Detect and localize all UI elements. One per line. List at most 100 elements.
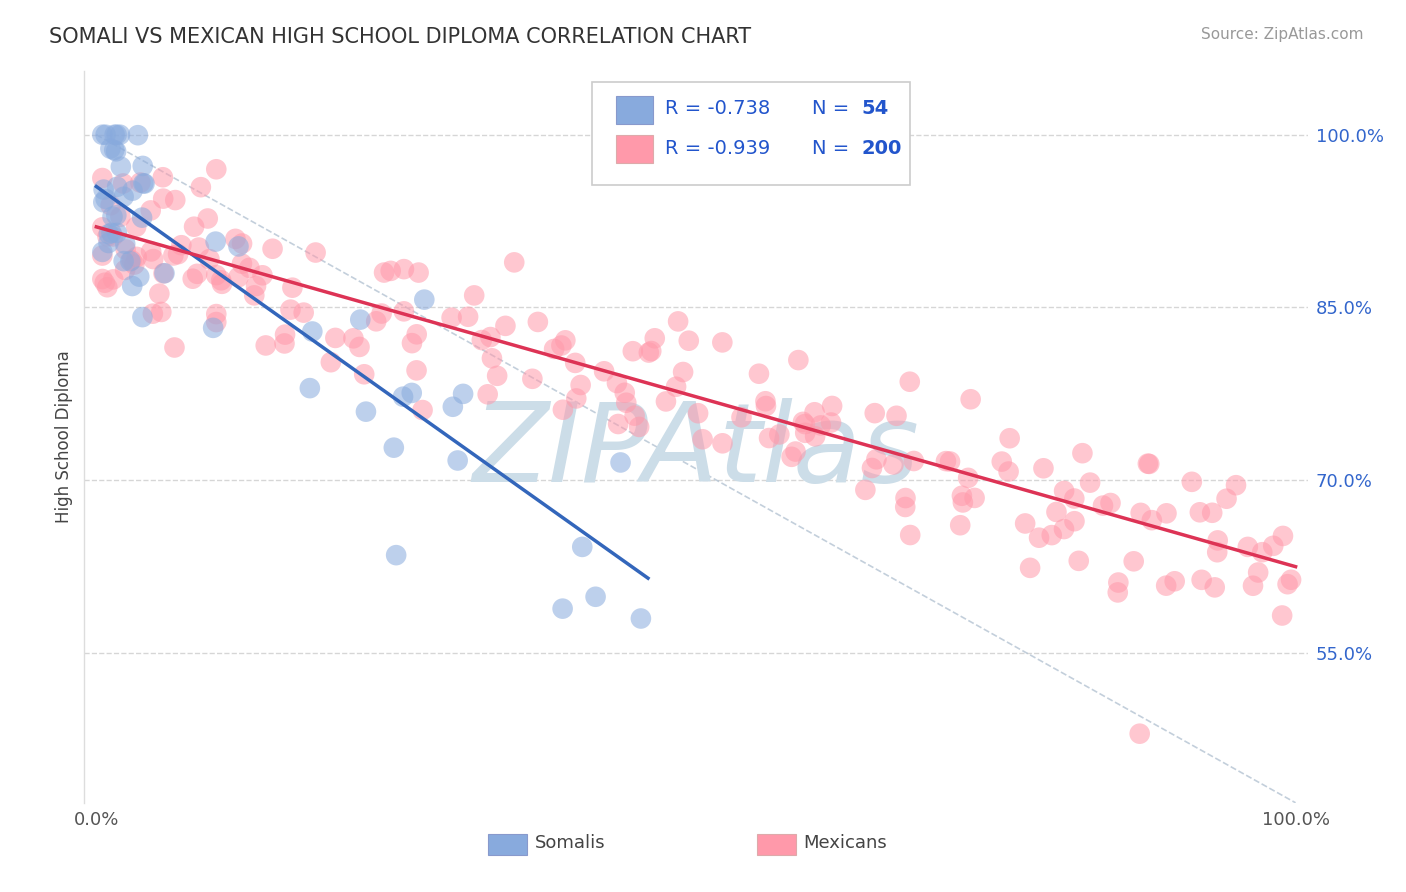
Mexicans [1154, 579, 1177, 593]
Mexicans [1091, 499, 1114, 513]
Somalis [153, 266, 176, 280]
Mexicans [304, 245, 326, 260]
Mexicans [810, 418, 832, 433]
Mexicans [754, 394, 776, 409]
Mexicans [228, 270, 250, 285]
Somalis [571, 540, 593, 554]
Mexicans [114, 243, 136, 257]
Somalis [94, 192, 117, 206]
Mexicans [894, 491, 917, 505]
Mexicans [124, 258, 146, 272]
FancyBboxPatch shape [592, 82, 910, 185]
Somalis [354, 404, 377, 418]
Somalis [609, 455, 631, 469]
Mexicans [1225, 478, 1247, 492]
Mexicans [91, 249, 114, 263]
Mexicans [1251, 545, 1274, 559]
Somalis [105, 145, 128, 159]
Mexicans [780, 450, 803, 464]
Somalis [121, 184, 143, 198]
Mexicans [898, 528, 921, 542]
Mexicans [114, 263, 136, 277]
Somalis [202, 321, 225, 335]
Mexicans [405, 327, 427, 342]
Mexicans [1163, 574, 1185, 589]
Mexicans [990, 454, 1012, 468]
Mexicans [1099, 496, 1122, 510]
Mexicans [860, 461, 883, 475]
Mexicans [1271, 529, 1294, 543]
Mexicans [170, 238, 193, 252]
Mexicans [550, 338, 572, 352]
Mexicans [1215, 491, 1237, 506]
Mexicans [1277, 577, 1299, 591]
Mexicans [794, 425, 817, 440]
Mexicans [392, 304, 415, 318]
Mexicans [613, 385, 636, 400]
Mexicans [803, 405, 825, 419]
Mexicans [366, 314, 388, 328]
Mexicans [142, 307, 165, 321]
Mexicans [623, 409, 645, 423]
Mexicans [820, 416, 842, 430]
Mexicans [903, 454, 925, 468]
Mexicans [141, 244, 163, 259]
Mexicans [1032, 461, 1054, 475]
Somalis [112, 190, 135, 204]
Somalis [385, 548, 408, 562]
Mexicans [292, 305, 315, 319]
Somalis [101, 210, 124, 224]
Somalis [349, 312, 371, 326]
Somalis [298, 381, 321, 395]
Somalis [392, 390, 415, 404]
Mexicans [1063, 514, 1085, 528]
Mexicans [1191, 573, 1213, 587]
Mexicans [440, 310, 463, 325]
Mexicans [342, 331, 364, 345]
Mexicans [665, 380, 688, 394]
Mexicans [527, 315, 550, 329]
Bar [616, 135, 654, 163]
Mexicans [939, 454, 962, 468]
Mexicans [758, 431, 780, 445]
Mexicans [882, 458, 904, 472]
Mexicans [91, 220, 114, 235]
Mexicans [1040, 528, 1063, 542]
Mexicans [606, 376, 628, 390]
Mexicans [637, 345, 659, 359]
Mexicans [457, 310, 479, 324]
Mexicans [959, 392, 981, 407]
Somalis [93, 183, 115, 197]
Mexicans [152, 267, 174, 281]
Mexicans [94, 276, 117, 290]
Somalis [382, 441, 405, 455]
Text: N =: N = [813, 99, 849, 118]
Mexicans [1107, 575, 1129, 590]
Mexicans [950, 489, 973, 503]
Mexicans [730, 410, 752, 425]
Mexicans [463, 288, 485, 302]
Mexicans [152, 192, 174, 206]
Mexicans [163, 341, 186, 355]
Mexicans [522, 372, 544, 386]
Mexicans [353, 368, 375, 382]
Mexicans [863, 406, 886, 420]
Mexicans [197, 211, 219, 226]
Mexicans [785, 444, 807, 458]
Somalis [114, 236, 136, 251]
Mexicans [1071, 446, 1094, 460]
Mexicans [804, 429, 827, 443]
Somalis [128, 269, 150, 284]
Somalis [585, 590, 607, 604]
Text: 54: 54 [860, 99, 889, 118]
Somalis [132, 159, 155, 173]
Somalis [132, 176, 155, 190]
Mexicans [1053, 483, 1076, 498]
Mexicans [380, 264, 402, 278]
Y-axis label: High School Diploma: High School Diploma [55, 351, 73, 524]
Mexicans [1263, 539, 1285, 553]
Mexicans [692, 432, 714, 446]
Mexicans [405, 363, 427, 377]
Mexicans [112, 177, 135, 191]
Mexicans [273, 336, 295, 351]
